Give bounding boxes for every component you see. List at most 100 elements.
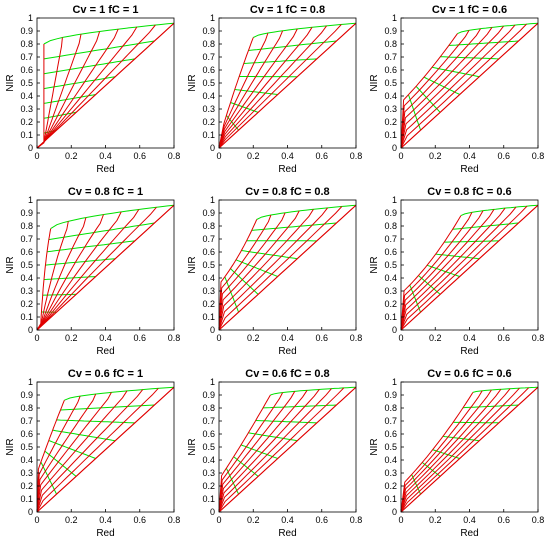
subplot-title: Cv = 0.8 fC = 0.6: [427, 186, 511, 198]
subplot-title: Cv = 0.6 fC = 0.8: [245, 368, 329, 380]
y-tick-label: 0: [210, 325, 215, 335]
y-tick-label: 0.5: [20, 78, 33, 88]
green-iso-line: [42, 293, 77, 296]
subplot-5: Cv = 0.8 fC = 0.8 0 0.2 0.4 0.6 0.8 0 0.1 0.2 0.3…: [187, 186, 362, 357]
red-iso-line: [219, 32, 269, 148]
red-iso-line: [401, 387, 520, 512]
plot-area: [219, 204, 356, 330]
axes-box: [400, 381, 539, 513]
red-iso-line: [401, 212, 473, 330]
subplot-1: Cv = 1 fC = 1 0 0.2 0.4 0.6 0.8 0 0.1 0.2 0.3 0.4 0…: [5, 4, 180, 175]
red-iso-line: [37, 392, 112, 512]
red-iso-line: [401, 206, 517, 330]
x-tick-label: 0.4: [463, 151, 476, 161]
red-iso-line: [401, 30, 470, 148]
red-iso-line: [37, 44, 45, 148]
y-tick-label: 0: [210, 507, 215, 517]
x-tick-label: 0.2: [429, 333, 442, 343]
y-tick-label: 0.3: [202, 286, 215, 296]
green-iso-line: [442, 435, 480, 442]
green-iso-line: [43, 276, 96, 280]
green-iso-line: [248, 432, 298, 442]
y-tick-label: 0.8: [20, 403, 33, 413]
subplot-title: Cv = 0.8 fC = 0.8: [245, 186, 329, 198]
y-tick-label: 0.1: [202, 494, 215, 504]
y-tick-label: 0.7: [384, 416, 397, 426]
red-iso-line: [37, 211, 122, 330]
x-tick-label: 0.6: [497, 151, 510, 161]
y-tick-label: 0.3: [202, 104, 215, 114]
red-iso-line: [37, 209, 140, 330]
plot-area: [401, 22, 538, 148]
x-tick-label: 0.8: [350, 515, 363, 525]
green-iso-line: [440, 56, 499, 60]
red-iso-line: [219, 390, 308, 512]
green-iso-line: [457, 22, 538, 35]
red-iso-line: [37, 389, 144, 512]
y-tick-label: 0.2: [20, 481, 33, 491]
red-iso-line: [401, 215, 462, 330]
x-tick-label: 0: [34, 151, 39, 161]
y-tick-label: 0.6: [384, 247, 397, 257]
plot-area: [219, 386, 356, 512]
red-iso-line: [219, 389, 320, 512]
y-tick-label: 0.4: [202, 273, 215, 283]
y-tick-label: 0.3: [384, 468, 397, 478]
red-iso-line: [401, 205, 528, 330]
axes-box: [36, 199, 175, 331]
subplot-9: Cv = 0.6 fC = 0.6 0 0.2 0.4 0.6 0.8 0 0.1 0.2 0.3…: [369, 368, 544, 539]
y-axis-label: NIR: [187, 256, 198, 273]
y-tick-label: 0.8: [202, 403, 215, 413]
y-tick-label: 0.8: [384, 221, 397, 231]
red-iso-line: [219, 392, 284, 512]
y-tick-label: 0.5: [20, 442, 33, 452]
red-iso-line: [401, 27, 493, 148]
y-tick-label: 0.8: [20, 39, 33, 49]
red-iso-line: [37, 206, 157, 330]
y-tick-label: 1: [28, 195, 33, 205]
green-iso-line: [426, 264, 460, 277]
axes-box: [400, 199, 539, 331]
x-tick-label: 0.2: [429, 151, 442, 161]
subplot-2: Cv = 1 fC = 0.8 0 0.2 0.4 0.6 0.8 0 0.1 0.2 0.3 0.…: [187, 4, 362, 175]
y-tick-label: 0.1: [384, 312, 397, 322]
y-tick-label: 0.2: [20, 117, 33, 127]
red-iso-line: [219, 207, 328, 330]
green-iso-line: [452, 222, 519, 230]
y-tick-label: 0.9: [384, 26, 397, 36]
green-iso-line: [248, 40, 337, 51]
y-tick-label: 0.5: [202, 78, 215, 88]
green-iso-line: [43, 40, 155, 60]
y-tick-label: 0: [392, 143, 397, 153]
y-tick-label: 0.1: [384, 494, 397, 504]
y-tick-label: 1: [392, 195, 397, 205]
soil-line: [37, 386, 174, 512]
axes-box: [36, 17, 175, 149]
red-iso-line: [37, 228, 52, 330]
x-tick-label: 0.2: [429, 515, 442, 525]
green-iso-line: [435, 253, 480, 260]
red-iso-line: [37, 221, 69, 330]
x-tick-label: 0: [216, 333, 221, 343]
red-iso-line: [37, 31, 101, 148]
x-axis-label: Red: [278, 164, 296, 175]
y-tick-label: 0.1: [202, 130, 215, 140]
y-axis-label: NIR: [187, 74, 198, 91]
x-tick-label: 0.4: [99, 151, 112, 161]
subplot-title: Cv = 1 fC = 0.8: [250, 4, 325, 16]
y-tick-label: 0: [28, 143, 33, 153]
soil-line: [219, 22, 356, 148]
green-iso-line: [230, 102, 259, 113]
soil-line: [401, 204, 538, 330]
x-tick-label: 0: [34, 333, 39, 343]
green-iso-line: [234, 89, 278, 95]
x-tick-label: 0.6: [315, 515, 328, 525]
y-tick-label: 1: [392, 377, 397, 387]
green-iso-line: [472, 386, 538, 393]
y-tick-label: 0.4: [20, 455, 33, 465]
y-tick-label: 0.6: [20, 429, 33, 439]
red-iso-line: [37, 34, 82, 148]
subplot-8: Cv = 0.6 fC = 0.8 0 0.2 0.4 0.6 0.8 0 0.1 0.2 0.3…: [187, 368, 362, 539]
y-tick-label: 0.9: [202, 26, 215, 36]
y-tick-label: 0.4: [20, 91, 33, 101]
